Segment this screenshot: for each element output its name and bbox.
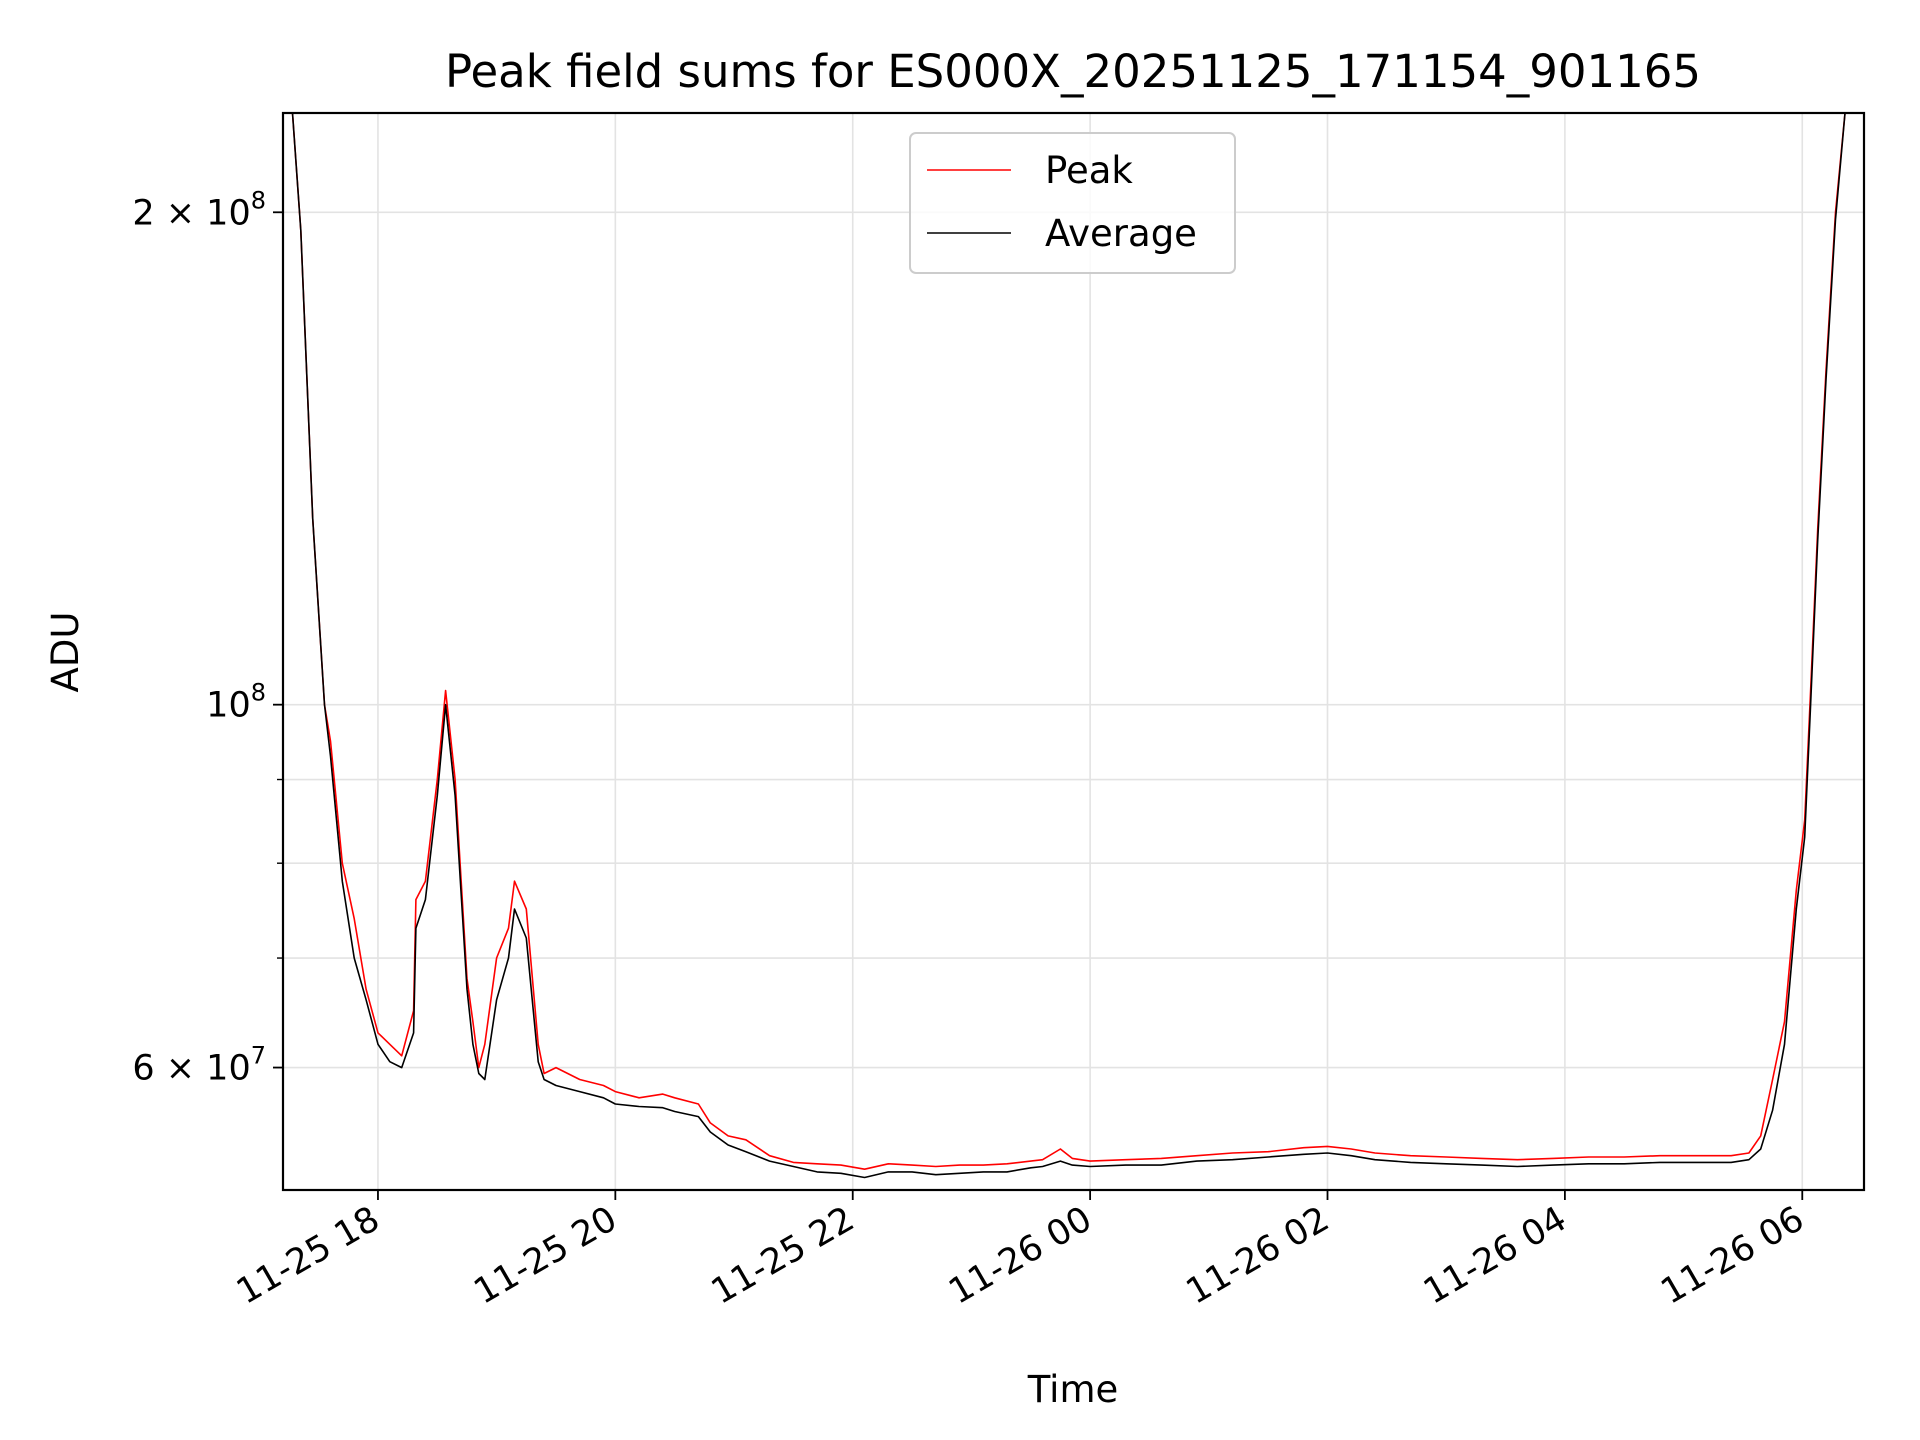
chart-title: Peak field sums for ES000X_20251125_1711… bbox=[445, 45, 1701, 98]
series-line-peak bbox=[291, 113, 1846, 1170]
series-line-average bbox=[291, 113, 1846, 1179]
legend-label-average: Average bbox=[1045, 212, 1197, 255]
legend-label-peak: Peak bbox=[1045, 149, 1133, 192]
legend: Peak Average bbox=[909, 132, 1236, 274]
y-tick-label: 6 × 107 bbox=[132, 1042, 266, 1089]
plot-frame bbox=[281, 111, 1866, 1192]
x-axis-label: Time bbox=[1027, 1368, 1119, 1411]
y-tick-label: 108 bbox=[206, 679, 266, 726]
y-tick-label: 2 × 108 bbox=[132, 186, 266, 233]
y-axis-label: ADU bbox=[44, 612, 87, 693]
legend-box bbox=[909, 132, 1236, 274]
series-layer bbox=[291, 113, 1846, 1179]
